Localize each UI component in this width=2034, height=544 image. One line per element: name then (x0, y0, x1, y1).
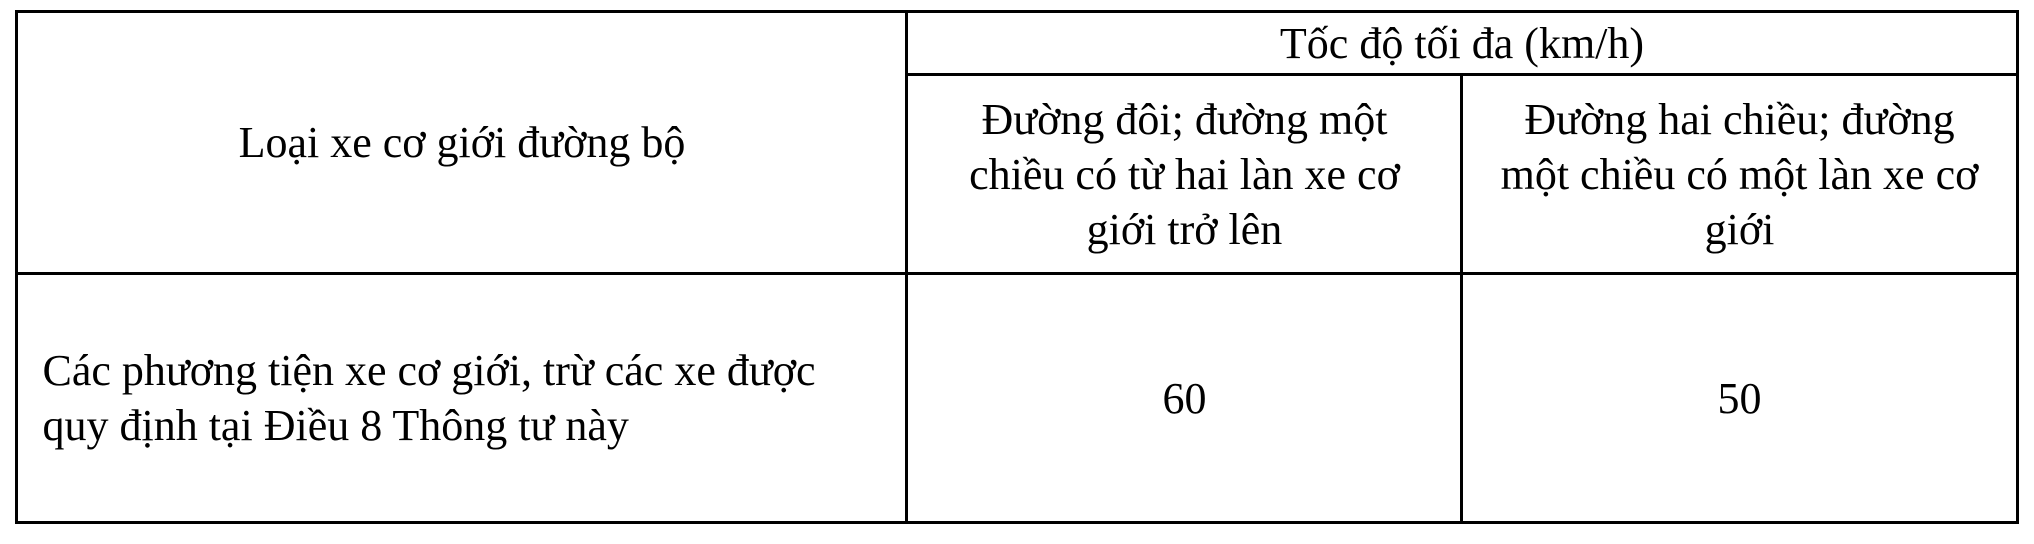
cell-dual-multi-lane-value: 60 (907, 274, 1462, 523)
cell-vehicle-type: Các phương tiện xe cơ giới, trừ các xe đ… (17, 274, 907, 523)
speed-limit-table: Loại xe cơ giới đường bộ Tốc độ tối đa (… (15, 10, 2018, 524)
cell-two-way-single-lane-value: 50 (1462, 274, 2017, 523)
header-vehicle-type: Loại xe cơ giới đường bộ (17, 12, 907, 274)
header-dual-multi-lane: Đường đôi; đường một chiều có từ hai làn… (907, 75, 1462, 274)
header-max-speed: Tốc độ tối đa (km/h) (907, 12, 2017, 75)
header-two-way-single-lane: Đường hai chiều; đường một chiều có một … (1462, 75, 2017, 274)
